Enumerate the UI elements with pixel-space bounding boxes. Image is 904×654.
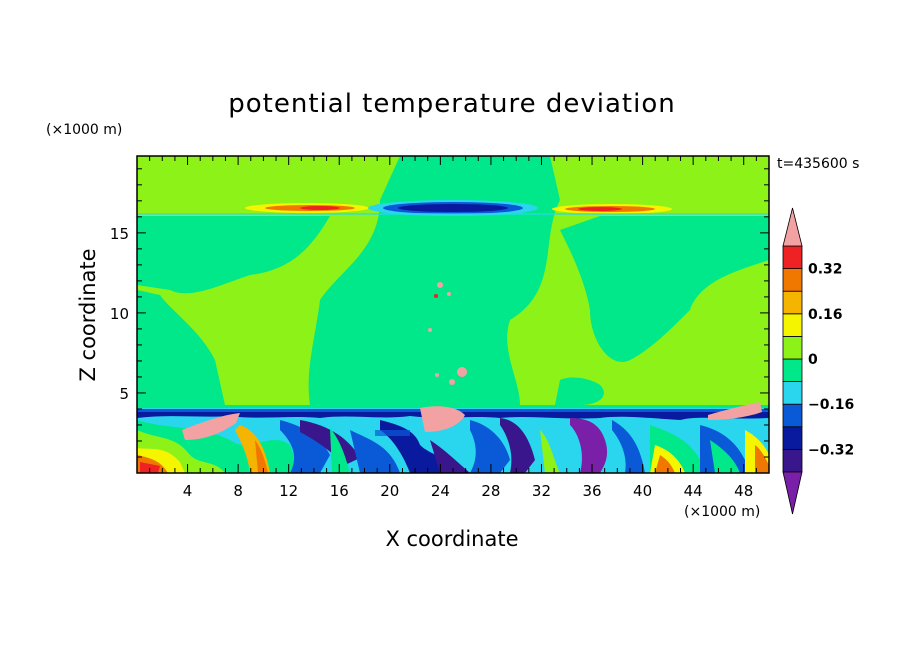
mid-level-plumes [428,282,467,385]
time-label: t=435600 s [777,156,859,172]
y-tick-label: 10 [110,305,129,323]
colorbar-swatch [782,268,803,292]
colorbar-swatch [782,381,803,405]
colorbar-swatch [782,290,803,315]
colorbar-extend-bottom [782,471,803,515]
x-unit-label: (×1000 m) [684,504,760,520]
colorbar-label: −0.32 [808,442,854,458]
x-ticks: 4 8 12 16 20 24 28 32 36 40 44 48 [149,156,757,500]
upper-layer-features [137,200,769,216]
x-tick-label: 44 [684,482,703,500]
colorbar: 0.32 0.16 0 −0.16 −0.32 [782,207,854,515]
colorbar-swatch [782,403,803,428]
colorbar-swatch [782,245,803,270]
colorbar-label: 0.16 [808,307,843,323]
colorbar-swatch [782,426,803,450]
y-tick-label: 5 [119,385,129,403]
colorbar-swatch [782,335,803,360]
x-axis-label: X coordinate [385,527,518,551]
colorbar-label: 0 [808,352,818,368]
x-tick-label: 4 [183,482,193,500]
x-tick-label: 20 [380,482,399,500]
x-tick-label: 24 [431,482,450,500]
colorbar-swatch [782,448,803,473]
colorbar-label: −0.16 [808,397,854,413]
y-tick-label: 15 [110,225,129,243]
x-tick-label: 8 [233,482,243,500]
x-tick-label: 40 [633,482,652,500]
colorbar-swatch [782,313,803,337]
y-axis-label: Z coordinate [76,248,100,381]
x-tick-label: 12 [279,482,298,500]
y-ticks: 5 10 15 [110,168,769,458]
colorbar-extend-top [782,207,803,247]
chart-title: potential temperature deviation [228,89,675,119]
x-tick-label: 16 [330,482,349,500]
boundary-layer [137,402,769,473]
x-tick-label: 28 [481,482,500,500]
x-tick-label: 36 [582,482,601,500]
colorbar-label: 0.32 [808,262,843,278]
y-unit-label: (×1000 m) [46,122,122,138]
colorbar-swatch [782,358,803,383]
x-tick-label: 48 [734,482,753,500]
x-tick-label: 32 [532,482,551,500]
plot-area [137,156,769,473]
